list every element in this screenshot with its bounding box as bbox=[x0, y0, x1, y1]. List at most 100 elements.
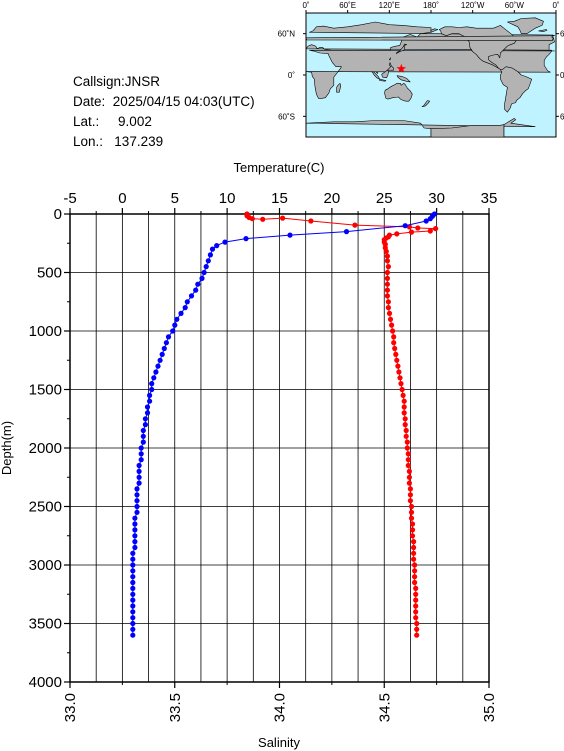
salinity-point bbox=[159, 351, 165, 357]
lat-value: 9.002 bbox=[118, 114, 152, 129]
salinity-point bbox=[138, 451, 144, 457]
temperature-point bbox=[386, 310, 393, 316]
temperature-point bbox=[414, 626, 420, 632]
salinity-point bbox=[138, 457, 144, 463]
temperature-point bbox=[407, 492, 413, 498]
salinity-point bbox=[423, 218, 429, 224]
salinity-point bbox=[205, 258, 211, 264]
temperature-point bbox=[401, 398, 407, 404]
temperature-point bbox=[407, 486, 413, 492]
temperature-point bbox=[244, 211, 250, 217]
salinity-point bbox=[195, 281, 201, 287]
station-star-icon bbox=[396, 63, 407, 73]
temperature-tick-label: -5 bbox=[63, 190, 76, 207]
salinity-point bbox=[136, 462, 142, 469]
salinity-point bbox=[222, 239, 228, 245]
salinity-point bbox=[130, 615, 136, 621]
temperature-point bbox=[381, 239, 387, 245]
salinity-point bbox=[182, 305, 188, 311]
temperature-point bbox=[433, 226, 439, 232]
map-labels: 0˚ 60˚E 120˚E 180˚ 120˚W 60˚W 0˚ 60˚N 0˚ 60˚S 60˚N… bbox=[278, 1, 564, 121]
temperature-point bbox=[384, 253, 390, 259]
salinity-point bbox=[132, 539, 138, 545]
temperature-point bbox=[384, 269, 390, 276]
salinity-point bbox=[343, 229, 350, 235]
salinity-point bbox=[130, 609, 136, 615]
temperature-point bbox=[414, 620, 420, 627]
temperature-point bbox=[406, 468, 412, 474]
map-landmass bbox=[395, 43, 408, 54]
temperature-point bbox=[384, 258, 390, 264]
map-landmass bbox=[379, 78, 387, 82]
temperature-point bbox=[385, 299, 391, 305]
temperature-point bbox=[413, 591, 419, 597]
temperature-point bbox=[406, 224, 412, 230]
map-landmass bbox=[500, 66, 533, 113]
depth-tick-label: 3500 bbox=[29, 616, 62, 633]
map-landmass bbox=[430, 124, 505, 138]
temperature-point bbox=[409, 521, 416, 527]
temperature-point bbox=[383, 248, 389, 254]
temperature-point bbox=[401, 404, 407, 410]
salinity-point bbox=[144, 404, 151, 410]
lon-label: Lon.: bbox=[73, 134, 104, 149]
temperature-tick-label: 35 bbox=[481, 190, 498, 207]
map-gridlines bbox=[303, 10, 559, 117]
map-lon-label: 0˚ bbox=[552, 1, 559, 10]
callsign-row: Callsign:JNSR bbox=[73, 72, 255, 92]
salinity-tick-label: 34.5 bbox=[376, 693, 393, 722]
salinity-point bbox=[165, 334, 172, 340]
depth-tick-label: 500 bbox=[37, 265, 62, 282]
salinity-tick-label: 34.0 bbox=[272, 693, 289, 722]
temperature-point bbox=[391, 340, 397, 346]
salinity-point bbox=[140, 433, 146, 439]
temperature-point bbox=[404, 439, 410, 445]
depth-axis: 0 500 1000 1500 2000 2500 3000 3500 4000 bbox=[29, 206, 70, 691]
temperature-point bbox=[413, 597, 419, 603]
temperature-axis-title: Temperature(C) bbox=[233, 160, 324, 175]
temperature-point bbox=[382, 245, 388, 251]
temperature-point bbox=[249, 216, 255, 222]
salinity-point bbox=[209, 246, 216, 252]
temperature-point bbox=[393, 351, 399, 357]
salinity-point bbox=[136, 468, 142, 474]
salinity-point bbox=[199, 275, 205, 281]
temperature-point bbox=[402, 422, 408, 428]
depth-tick-label: 3000 bbox=[29, 557, 62, 574]
salinity-point bbox=[132, 544, 138, 551]
salinity-point bbox=[201, 269, 207, 276]
map-land bbox=[305, 17, 555, 138]
salinity-point bbox=[149, 381, 155, 387]
map-landmass bbox=[538, 29, 548, 32]
salinity-point bbox=[134, 503, 140, 510]
depth-tick-label: 0 bbox=[54, 206, 62, 223]
map-lat-label-right: 0˚ bbox=[560, 71, 564, 80]
temperature-point bbox=[392, 345, 398, 352]
map-landmass bbox=[430, 28, 439, 33]
salinity-point bbox=[172, 322, 178, 328]
salinity-axis: 33.0 33.5 34.0 34.5 35.0 bbox=[62, 682, 498, 722]
salinity-point bbox=[184, 299, 190, 305]
map-lat-label-right: 60˚N bbox=[560, 30, 564, 39]
depth-tick-label: 1000 bbox=[29, 323, 62, 340]
temperature-point bbox=[427, 228, 433, 234]
depth-tick-label: 2500 bbox=[29, 499, 62, 516]
temperature-point bbox=[400, 392, 406, 398]
temperature-tick-label: 25 bbox=[376, 190, 393, 207]
map-lat-label-right: 60˚S bbox=[560, 112, 564, 121]
map-lon-label: 60˚E bbox=[339, 1, 356, 10]
map-lon-label: 180˚ bbox=[423, 1, 439, 10]
salinity-point bbox=[130, 632, 136, 638]
temperature-tick-label: 30 bbox=[428, 190, 445, 207]
salinity-point bbox=[134, 498, 140, 504]
map-landmass bbox=[396, 75, 411, 83]
map-lat-label-left: 0˚ bbox=[288, 71, 295, 80]
salinity-point bbox=[287, 232, 293, 238]
salinity-point bbox=[130, 574, 136, 580]
map-lon-label: 0˚ bbox=[302, 1, 309, 10]
depth-tick-label: 1500 bbox=[29, 382, 62, 399]
lat-row: Lat.: 9.002 bbox=[73, 112, 255, 132]
salinity-point bbox=[130, 585, 136, 592]
temperature-point bbox=[405, 451, 411, 457]
salinity-axis-title: Salinity bbox=[258, 735, 300, 750]
